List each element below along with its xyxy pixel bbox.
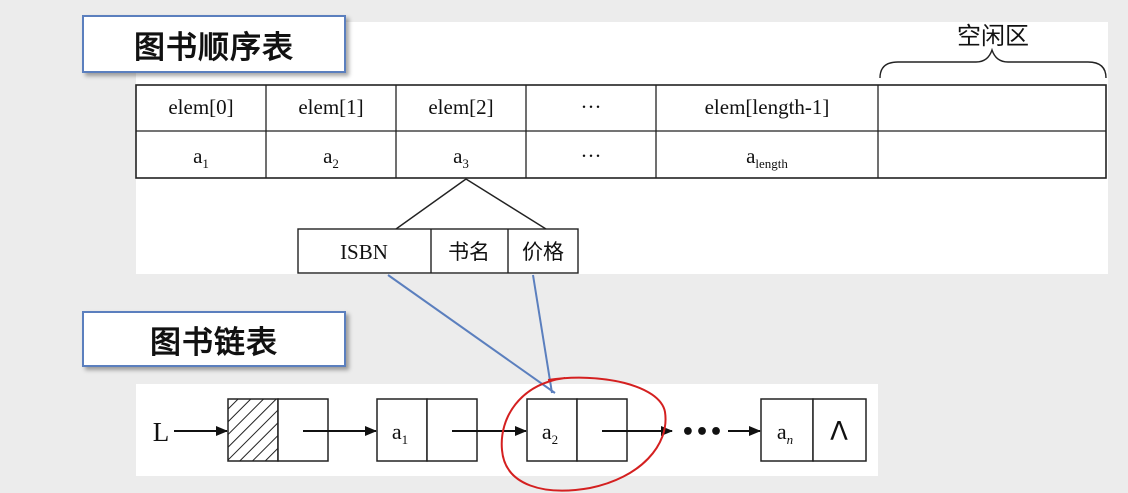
- linked-list: L a1 a2 ••• an Λ: [153, 398, 867, 462]
- sequential-title: 图书顺序表: [82, 15, 346, 73]
- elem-cell-3: ···: [581, 144, 602, 168]
- index-cell-1: elem[1]: [298, 95, 363, 119]
- field-price: 价格: [522, 240, 564, 264]
- linked-title: 图书链表: [82, 311, 346, 367]
- index-cell-3: ···: [581, 95, 602, 119]
- node-2-data: a2: [542, 419, 558, 447]
- elem-cell-2: a3: [453, 144, 469, 171]
- elem-cell-4: alength: [746, 144, 788, 171]
- list-node-2: a2: [526, 398, 673, 462]
- null-pointer-symbol: Λ: [830, 417, 848, 447]
- index-cell-4: elem[length-1]: [705, 95, 830, 119]
- elem-cell-0: a1: [193, 144, 209, 171]
- sequential-table: elem[0] elem[1] elem[2] ··· elem[length-…: [135, 84, 1107, 179]
- field-title: 书名: [448, 240, 490, 264]
- field-isbn: ISBN: [340, 240, 388, 264]
- head-node: [227, 398, 377, 462]
- head-pointer-label: L: [153, 417, 170, 447]
- free-area-brace: 空闲区: [879, 22, 1107, 79]
- index-cell-2: elem[2]: [428, 95, 493, 119]
- list-node-last: an Λ: [760, 398, 867, 462]
- free-area-label: 空闲区: [957, 22, 1029, 50]
- connector-lines: [387, 274, 556, 394]
- ellipsis: •••: [681, 420, 723, 445]
- last-node-data: an: [777, 419, 793, 447]
- record-structure: ISBN 书名 价格: [297, 178, 579, 274]
- elem-cell-1: a2: [323, 144, 339, 171]
- annotation-circle: [500, 376, 667, 492]
- node-1-data: a1: [392, 419, 408, 447]
- index-cell-0: elem[0]: [168, 95, 233, 119]
- list-node-1: a1: [376, 398, 527, 462]
